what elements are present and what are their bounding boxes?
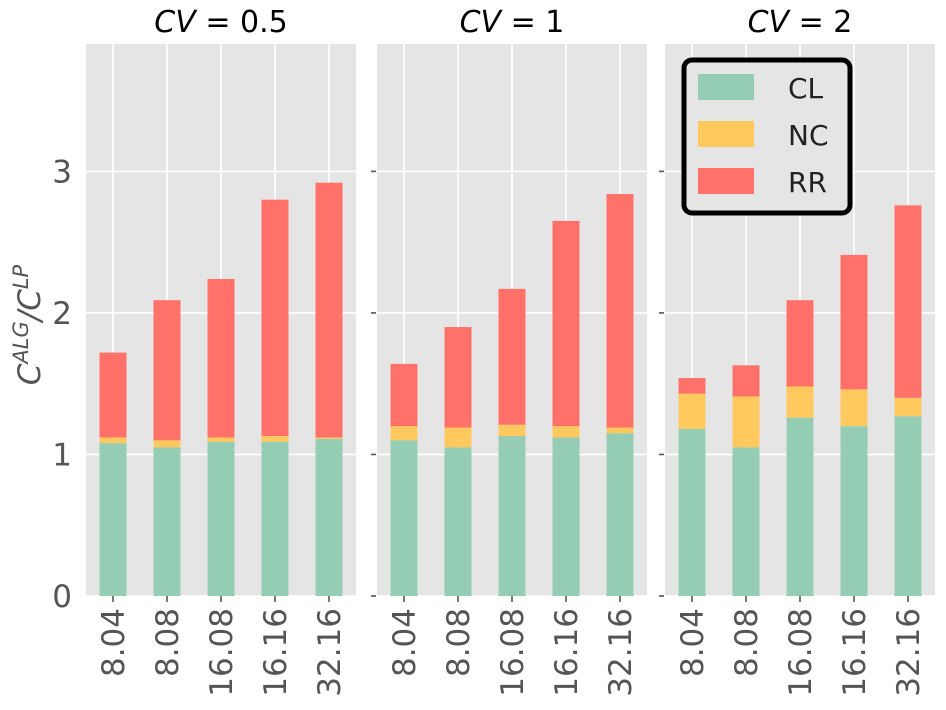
bar-cl (498, 436, 526, 596)
bar-rr (207, 278, 235, 438)
bar-rr (606, 194, 634, 428)
panel-title: CV = 0.5 (154, 5, 287, 40)
bar-nc (261, 436, 289, 442)
bar-rr (153, 300, 181, 441)
bar-cl (894, 416, 922, 596)
bar-rr (261, 199, 289, 437)
bar-cl (99, 443, 127, 596)
bar-rr (498, 288, 526, 425)
bar-nc (840, 389, 868, 427)
bar-cl (315, 438, 343, 596)
bar-nc (552, 426, 580, 438)
bar-cl (606, 433, 634, 596)
x-tick-label: 32.16 (603, 608, 639, 697)
bar-nc (894, 397, 922, 417)
x-tick-label: 8.04 (387, 608, 423, 677)
y-tick-label: 3 (52, 154, 72, 190)
bar-rr (786, 300, 814, 387)
y-tick-label: 1 (52, 437, 72, 473)
bar-rr (552, 220, 580, 427)
bar-cl (153, 447, 181, 596)
bar-cl (732, 447, 760, 596)
bar-cl (444, 447, 472, 596)
bar-cl (390, 440, 418, 596)
bar-cl (207, 441, 235, 596)
x-tick-label: 16.08 (495, 608, 531, 697)
x-tick-label: 32.16 (312, 608, 348, 697)
bar-rr (390, 363, 418, 427)
bar-nc (444, 427, 472, 448)
x-tick-label: 16.16 (258, 608, 294, 697)
x-tick-label: 32.16 (891, 608, 927, 697)
bar-nc (207, 437, 235, 442)
legend-label-nc: NC (788, 119, 829, 152)
bar-cl (552, 437, 580, 596)
x-tick-label: 16.08 (204, 608, 240, 697)
bar-nc (390, 426, 418, 441)
x-tick-label: 16.16 (837, 608, 873, 697)
x-tick-label: 8.04 (96, 608, 132, 677)
bar-rr (678, 378, 706, 394)
y-tick-label: 2 (52, 296, 72, 332)
panel-1: 8.04 8.08 16.08 16.16 32.16 CV = 0.5 (86, 5, 356, 697)
legend-swatch-rr (698, 168, 754, 194)
bar-cl (786, 417, 814, 596)
bar-rr (315, 182, 343, 438)
legend-swatch-nc (698, 121, 754, 147)
y-axis-label: CALG/CLP (9, 264, 48, 385)
x-tick-label: 16.08 (783, 608, 819, 697)
y-tick-label: 0 (52, 579, 72, 615)
bar-nc (153, 440, 181, 448)
bar-rr (99, 352, 127, 438)
bar-nc (678, 393, 706, 429)
bar-rr (840, 254, 868, 390)
x-tick-label: 16.16 (549, 608, 585, 697)
legend-label-rr: RR (788, 166, 827, 199)
panel-2: 8.04 8.08 16.08 16.16 32.16 CV = 1 (371, 5, 647, 697)
bar-rr (444, 327, 472, 428)
legend: CL NC RR (681, 57, 853, 216)
panel-title: CV = 1 (460, 5, 565, 40)
x-tick-label: 8.08 (441, 608, 477, 677)
bar-nc (315, 437, 343, 439)
bar-rr (732, 365, 760, 397)
x-tick-label: 8.04 (675, 608, 711, 677)
x-tick-label: 8.08 (150, 608, 186, 677)
bar-nc (606, 427, 634, 434)
bar-nc (498, 424, 526, 437)
bar-nc (732, 396, 760, 448)
bar-rr (894, 205, 922, 398)
bar-cl (261, 441, 289, 596)
x-tick-label: 8.08 (729, 608, 765, 677)
bar-nc (786, 386, 814, 418)
bar-nc (99, 437, 127, 444)
legend-swatch-cl (698, 74, 754, 100)
legend-label-cl: CL (788, 72, 824, 105)
bar-cl (840, 426, 868, 596)
bar-cl (678, 428, 706, 596)
panel-title: CV = 2 (748, 5, 853, 40)
